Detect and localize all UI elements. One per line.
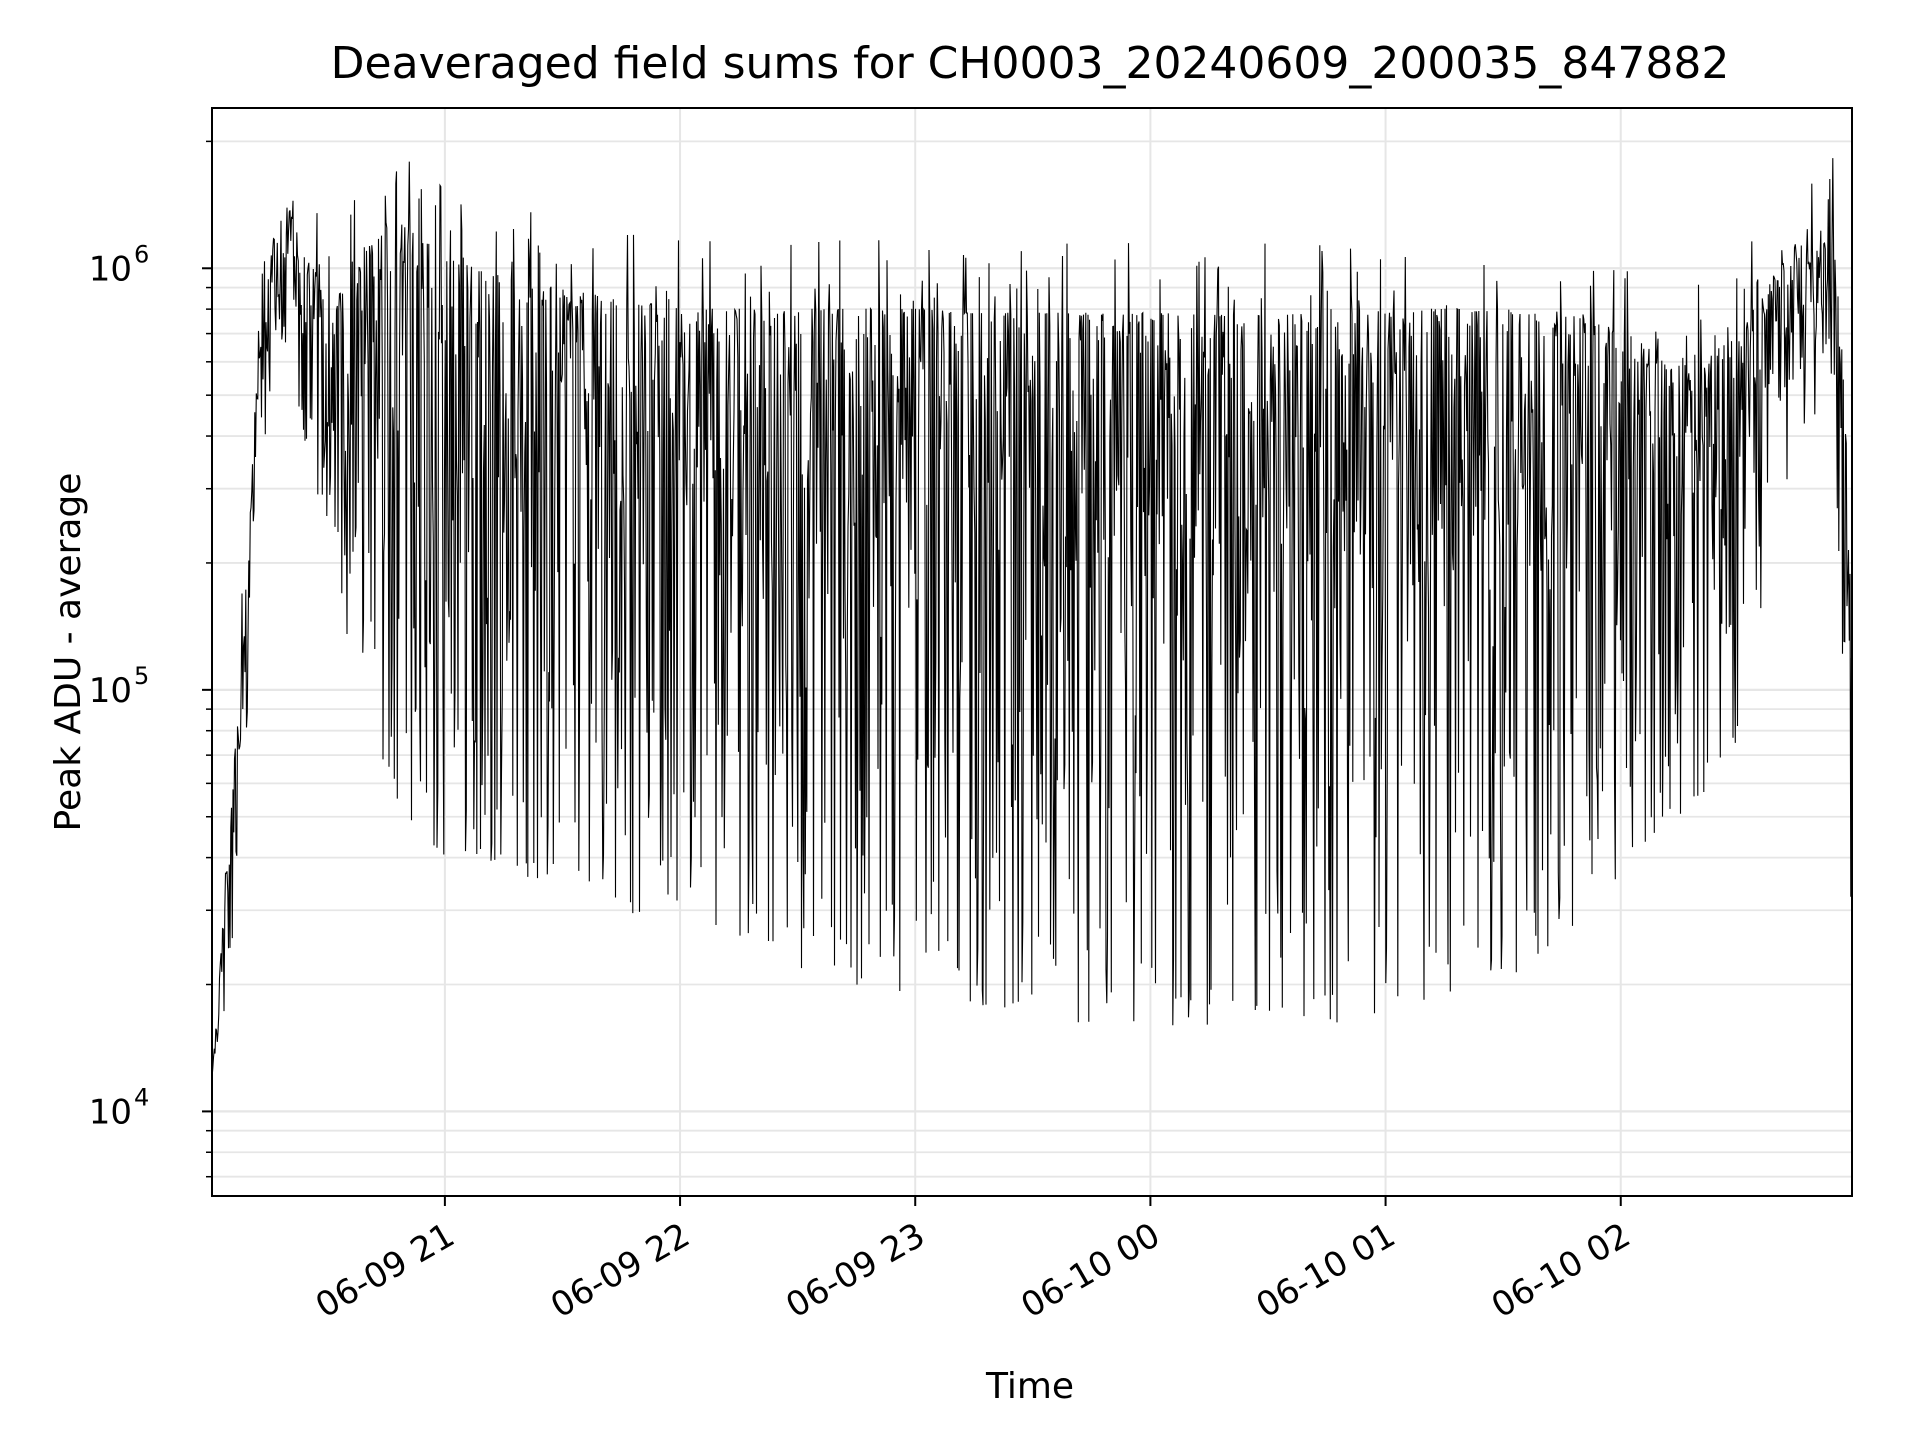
y-tick-label-exponent: 6 [134, 240, 149, 268]
y-tick-label: 10 [89, 671, 132, 711]
plot-frame [211, 107, 1853, 1197]
chart-title: Deaveraged field sums for CH0003_2024060… [331, 38, 1730, 89]
y-tick-label: 10 [89, 249, 132, 289]
series-layer [211, 158, 1853, 1079]
y-tick-label: 10 [89, 1092, 132, 1132]
x-axis-label: Time [985, 1366, 1074, 1407]
y-tick-label-exponent: 4 [134, 1083, 149, 1111]
y-axis-label: Peak ADU - average [48, 473, 89, 832]
y-tick-label-exponent: 5 [134, 662, 149, 690]
series-line [211, 158, 1853, 1079]
